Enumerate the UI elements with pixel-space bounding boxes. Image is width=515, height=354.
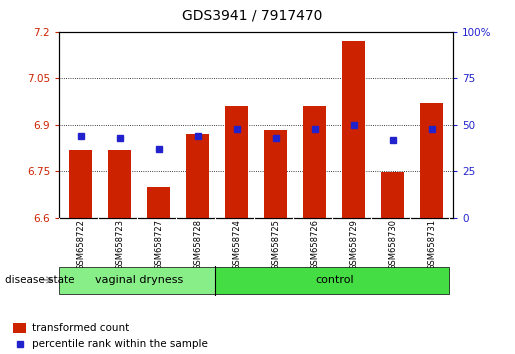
Bar xyxy=(13,324,26,333)
Bar xyxy=(108,150,131,218)
Text: GSM658727: GSM658727 xyxy=(154,219,163,270)
Text: disease state: disease state xyxy=(5,275,75,285)
Bar xyxy=(303,106,327,218)
Text: GDS3941 / 7917470: GDS3941 / 7917470 xyxy=(182,9,322,23)
Bar xyxy=(420,103,443,218)
Text: GSM658730: GSM658730 xyxy=(388,219,397,270)
Bar xyxy=(59,267,215,294)
Text: GSM658725: GSM658725 xyxy=(271,219,280,270)
Bar xyxy=(69,150,92,218)
Text: GSM658722: GSM658722 xyxy=(76,219,85,270)
Text: GSM658729: GSM658729 xyxy=(349,219,358,270)
Bar xyxy=(225,106,248,218)
Bar xyxy=(215,267,449,294)
Text: GSM658724: GSM658724 xyxy=(232,219,241,270)
Text: control: control xyxy=(315,275,353,285)
Bar xyxy=(381,172,404,218)
Bar xyxy=(186,134,210,218)
Text: GSM658723: GSM658723 xyxy=(115,219,124,270)
Text: GSM658731: GSM658731 xyxy=(427,219,436,270)
Bar xyxy=(342,41,366,218)
Text: vaginal dryness: vaginal dryness xyxy=(95,275,183,285)
Text: transformed count: transformed count xyxy=(32,323,129,333)
Text: GSM658726: GSM658726 xyxy=(310,219,319,270)
Text: GSM658728: GSM658728 xyxy=(193,219,202,270)
Bar xyxy=(147,187,170,218)
Bar xyxy=(264,130,287,218)
Text: percentile rank within the sample: percentile rank within the sample xyxy=(32,339,208,349)
